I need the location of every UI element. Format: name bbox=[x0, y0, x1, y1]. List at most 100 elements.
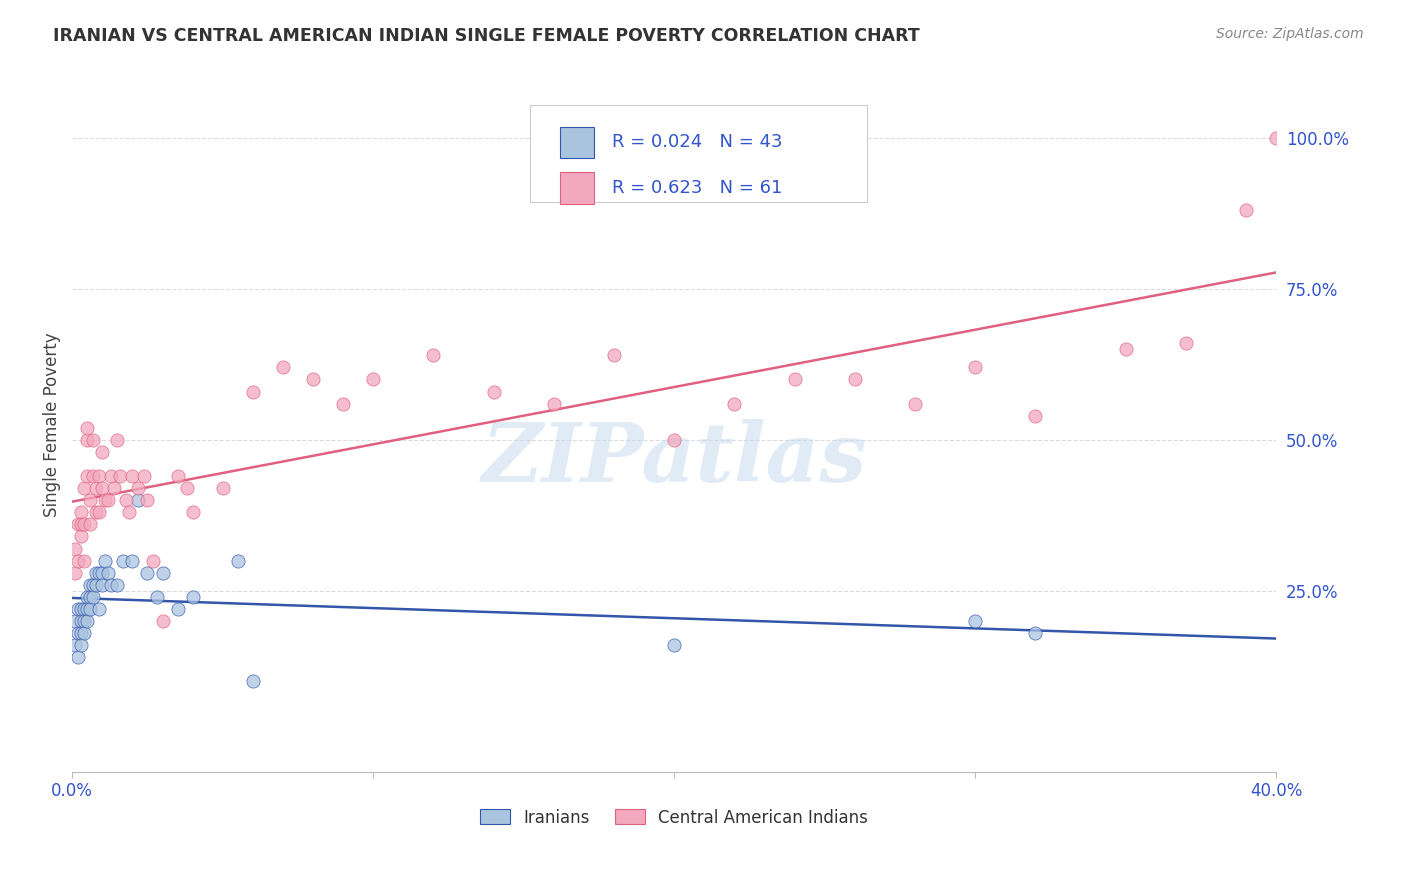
Point bbox=[166, 602, 188, 616]
Point bbox=[422, 348, 444, 362]
Point bbox=[1115, 343, 1137, 357]
Point bbox=[65, 541, 87, 556]
Point bbox=[332, 396, 354, 410]
Point bbox=[152, 566, 174, 580]
Point bbox=[136, 493, 159, 508]
Point bbox=[543, 396, 565, 410]
Point bbox=[70, 529, 93, 543]
Point bbox=[70, 517, 93, 532]
Point bbox=[783, 372, 806, 386]
Point bbox=[76, 614, 98, 628]
Point bbox=[112, 554, 135, 568]
Text: ZIPatlas: ZIPatlas bbox=[481, 419, 868, 500]
Point bbox=[105, 578, 128, 592]
Point bbox=[91, 445, 114, 459]
Point bbox=[181, 590, 204, 604]
Point bbox=[84, 481, 107, 495]
Point bbox=[1265, 131, 1288, 145]
Point bbox=[73, 602, 96, 616]
Point bbox=[89, 566, 111, 580]
Point bbox=[76, 602, 98, 616]
Point bbox=[105, 433, 128, 447]
Point bbox=[82, 469, 104, 483]
Point bbox=[79, 578, 101, 592]
Point bbox=[115, 493, 138, 508]
Point bbox=[76, 590, 98, 604]
Point bbox=[844, 372, 866, 386]
Point bbox=[361, 372, 384, 386]
Text: Source: ZipAtlas.com: Source: ZipAtlas.com bbox=[1216, 27, 1364, 41]
Point bbox=[145, 590, 167, 604]
Point bbox=[67, 602, 90, 616]
Point bbox=[79, 602, 101, 616]
Point bbox=[271, 360, 294, 375]
Point bbox=[603, 348, 626, 362]
FancyBboxPatch shape bbox=[560, 172, 593, 203]
Point bbox=[97, 493, 120, 508]
Point bbox=[67, 626, 90, 640]
Point bbox=[662, 433, 685, 447]
Point bbox=[67, 650, 90, 665]
Point bbox=[121, 469, 143, 483]
Point bbox=[181, 505, 204, 519]
Point bbox=[103, 481, 125, 495]
Point bbox=[70, 638, 93, 652]
Point bbox=[134, 469, 156, 483]
Point bbox=[127, 493, 149, 508]
Point bbox=[1234, 203, 1257, 218]
Point bbox=[482, 384, 505, 399]
Legend: Iranians, Central American Indians: Iranians, Central American Indians bbox=[474, 802, 875, 833]
Point bbox=[1024, 409, 1046, 423]
Point bbox=[73, 481, 96, 495]
Point bbox=[84, 578, 107, 592]
Point bbox=[76, 421, 98, 435]
FancyBboxPatch shape bbox=[530, 105, 866, 202]
Point bbox=[67, 517, 90, 532]
Point bbox=[904, 396, 927, 410]
Point bbox=[1024, 626, 1046, 640]
Point bbox=[79, 517, 101, 532]
Point bbox=[91, 578, 114, 592]
Point bbox=[73, 517, 96, 532]
Point bbox=[965, 360, 987, 375]
Point bbox=[82, 433, 104, 447]
Point bbox=[73, 626, 96, 640]
Point bbox=[73, 614, 96, 628]
Point bbox=[242, 384, 264, 399]
Point bbox=[121, 554, 143, 568]
Point bbox=[82, 578, 104, 592]
Point bbox=[65, 614, 87, 628]
Point bbox=[70, 505, 93, 519]
Point bbox=[152, 614, 174, 628]
Point bbox=[89, 469, 111, 483]
Point bbox=[136, 566, 159, 580]
Point bbox=[100, 578, 122, 592]
Point bbox=[65, 566, 87, 580]
Text: R = 0.024   N = 43: R = 0.024 N = 43 bbox=[612, 133, 782, 151]
Y-axis label: Single Female Poverty: Single Female Poverty bbox=[44, 333, 60, 517]
Point bbox=[76, 433, 98, 447]
Point bbox=[94, 493, 117, 508]
Point bbox=[211, 481, 233, 495]
Text: IRANIAN VS CENTRAL AMERICAN INDIAN SINGLE FEMALE POVERTY CORRELATION CHART: IRANIAN VS CENTRAL AMERICAN INDIAN SINGL… bbox=[53, 27, 920, 45]
Point bbox=[65, 638, 87, 652]
Point bbox=[89, 602, 111, 616]
Point bbox=[91, 481, 114, 495]
Point bbox=[97, 566, 120, 580]
Point bbox=[176, 481, 198, 495]
Point bbox=[100, 469, 122, 483]
Point bbox=[70, 626, 93, 640]
Point bbox=[82, 590, 104, 604]
Point bbox=[73, 554, 96, 568]
Point bbox=[242, 674, 264, 689]
Point bbox=[302, 372, 325, 386]
Point bbox=[142, 554, 165, 568]
FancyBboxPatch shape bbox=[560, 127, 593, 158]
Point bbox=[76, 469, 98, 483]
Point bbox=[662, 638, 685, 652]
Point bbox=[94, 554, 117, 568]
Point bbox=[89, 505, 111, 519]
Point bbox=[67, 554, 90, 568]
Text: R = 0.623   N = 61: R = 0.623 N = 61 bbox=[612, 179, 782, 197]
Point bbox=[91, 566, 114, 580]
